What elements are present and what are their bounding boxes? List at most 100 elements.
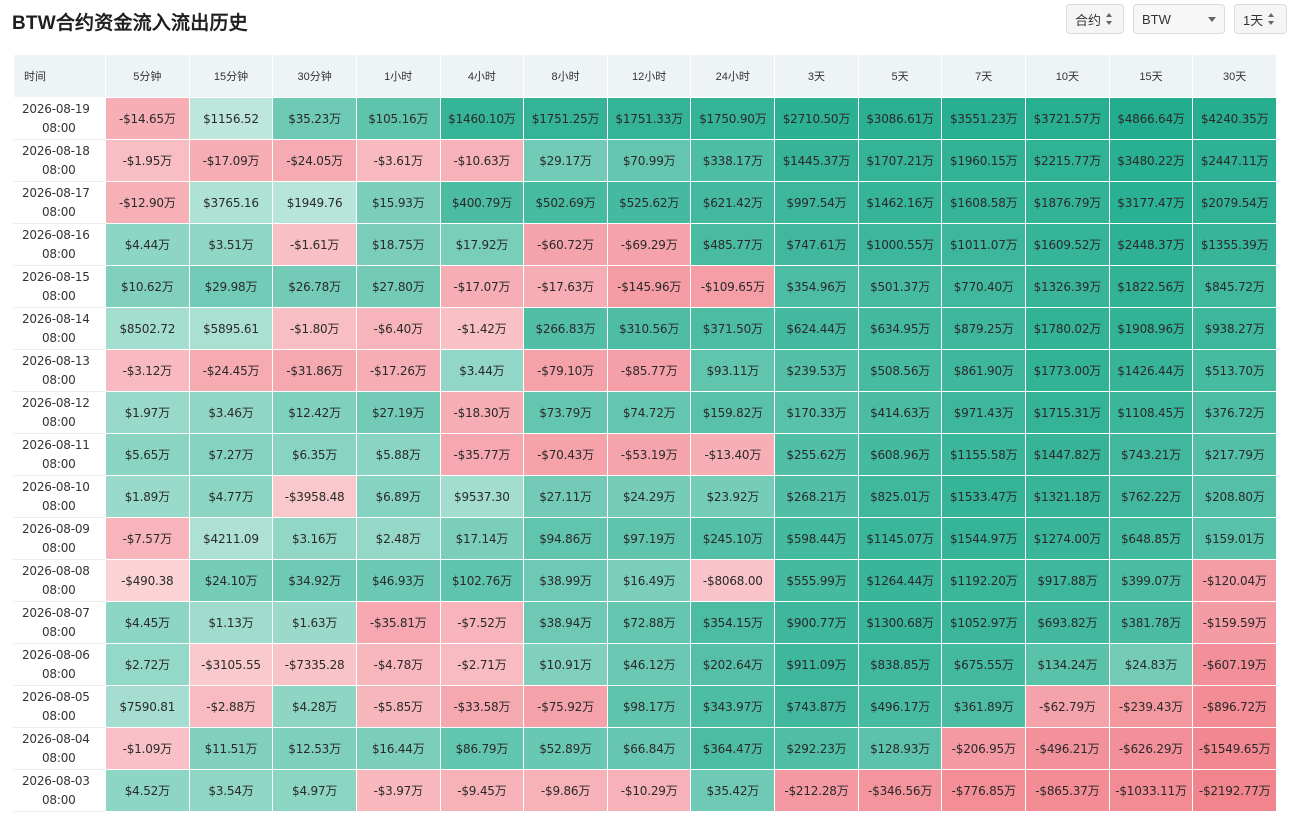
flow-value-cell: $266.83万 (523, 307, 608, 350)
table-row: 2026-08-06 08:00 $2.72万 -$3105.55 -$7335.28-… (13, 643, 1277, 686)
flow-value-cell: $24.83万 (1108, 643, 1194, 686)
flow-value-cell: $2448.37万 (1108, 223, 1194, 266)
row-time: 08:00 (42, 414, 76, 429)
row-time: 08:00 (42, 288, 76, 303)
flow-value-cell: $46.93万 (355, 559, 441, 602)
flow-value-cell: -$626.29万 (1108, 727, 1194, 770)
flow-value-cell: $3086.61万 (857, 97, 943, 140)
flow-value-cell: $361.89万 (941, 685, 1027, 728)
flow-value-cell: $508.56万 (857, 349, 943, 392)
row-date: 2026-08-11 (22, 437, 90, 452)
type-select[interactable]: 合约 (1066, 4, 1124, 34)
flow-value-cell: $364.47万 (690, 727, 776, 770)
column-header: 30天 (1192, 54, 1277, 98)
flow-value-cell: $1.13万 (188, 601, 274, 644)
flow-value-cell: $1544.97万 (941, 517, 1027, 560)
flow-value-cell: $1445.37万 (774, 139, 859, 182)
flow-value-cell: $27.19万 (355, 391, 441, 434)
flow-value-cell: $381.78万 (1108, 601, 1194, 644)
flow-value-cell: $1460.10万 (439, 97, 525, 140)
flow-value-cell: $371.50万 (690, 307, 776, 350)
flow-value-cell: $8502.72 (105, 307, 190, 350)
flow-value-cell: $27.11万 (523, 475, 608, 518)
flow-value-cell: $5.88万 (355, 433, 441, 476)
flow-value-cell: -$865.37万 (1025, 769, 1110, 812)
table-row: 2026-08-04 08:00 -$1.09万 $11.51万 $12.53万 $16.… (13, 727, 1277, 770)
column-header: 7天 (941, 54, 1027, 98)
flow-value-cell: $1773.00万 (1025, 349, 1110, 392)
column-header: 4小时 (439, 54, 525, 98)
table-row: 2026-08-17 08:00 -$12.90万 $3765.16 $1949.76 $… (13, 181, 1277, 224)
flow-value-cell: $52.89万 (523, 727, 608, 770)
flow-value-cell: $17.14万 (439, 517, 525, 560)
flow-value-cell: $762.22万 (1108, 475, 1194, 518)
row-date: 2026-08-10 (22, 479, 90, 494)
flow-value-cell: $1264.44万 (857, 559, 943, 602)
flow-value-cell: $4.52万 (105, 769, 190, 812)
flow-value-cell: -$159.59万 (1192, 601, 1277, 644)
flow-value-cell: $6.89万 (355, 475, 441, 518)
flow-value-cell: $1608.58万 (941, 181, 1027, 224)
table-row: 2026-08-15 08:00 $10.62万 $29.98万 $26.78万 $27.… (13, 265, 1277, 308)
flow-value-cell: $1300.68万 (857, 601, 943, 644)
flow-value-cell: $1707.21万 (857, 139, 943, 182)
flow-value-cell: $971.43万 (941, 391, 1027, 434)
flow-value-cell: $11.51万 (188, 727, 274, 770)
flow-value-cell: -$24.05万 (272, 139, 357, 182)
flow-value-cell: -$1.09万 (105, 727, 190, 770)
interval-select[interactable]: 1天 (1234, 4, 1287, 34)
flow-value-cell: $938.27万 (1192, 307, 1277, 350)
flow-value-cell: $5.65万 (105, 433, 190, 476)
flow-value-cell: $72.88万 (606, 601, 692, 644)
row-time-cell: 2026-08-15 08:00 (13, 265, 106, 308)
table-row: 2026-08-12 08:00 $1.97万 $3.46万 $12.42万 $27.19… (13, 391, 1277, 434)
flow-value-cell: -$490.38 (105, 559, 190, 602)
row-date: 2026-08-03 (22, 773, 90, 788)
column-header: 3天 (774, 54, 859, 98)
flow-value-cell: $997.54万 (774, 181, 859, 224)
column-header: 1小时 (355, 54, 441, 98)
flow-value-cell: $18.75万 (355, 223, 441, 266)
flow-value-cell: $86.79万 (439, 727, 525, 770)
flow-value-cell: $2710.50万 (774, 97, 859, 140)
flow-value-cell: $414.63万 (857, 391, 943, 434)
flow-value-cell: $255.62万 (774, 433, 859, 476)
flow-value-cell: $648.85万 (1108, 517, 1194, 560)
flow-value-cell: -$3105.55 (188, 643, 274, 686)
row-time-cell: 2026-08-17 08:00 (13, 181, 106, 224)
flow-value-cell: $17.92万 (439, 223, 525, 266)
flow-value-cell: $501.37万 (857, 265, 943, 308)
flow-value-cell: -$2.88万 (188, 685, 274, 728)
flow-value-cell: $1780.02万 (1025, 307, 1110, 350)
flow-value-cell: $343.97万 (690, 685, 776, 728)
flow-value-cell: $1426.44万 (1108, 349, 1194, 392)
flow-value-cell: -$239.43万 (1108, 685, 1194, 728)
flow-value-cell: $16.44万 (355, 727, 441, 770)
flow-value-cell: $354.15万 (690, 601, 776, 644)
flow-value-cell: $1908.96万 (1108, 307, 1194, 350)
row-time: 08:00 (42, 456, 76, 471)
flow-value-cell: $9537.30 (439, 475, 525, 518)
flow-value-cell: $825.01万 (857, 475, 943, 518)
flow-value-cell: $3721.57万 (1025, 97, 1110, 140)
flow-value-cell: $4.77万 (188, 475, 274, 518)
row-date: 2026-08-15 (22, 269, 90, 284)
flow-value-cell: $74.72万 (606, 391, 692, 434)
row-time: 08:00 (42, 582, 76, 597)
row-time-cell: 2026-08-10 08:00 (13, 475, 106, 518)
table-row: 2026-08-05 08:00 $7590.81 -$2.88万 $4.28万 -$5.… (13, 685, 1277, 728)
flow-value-cell: $38.99万 (523, 559, 608, 602)
flow-value-cell: $3.16万 (272, 517, 357, 560)
interval-select-value: 1天 (1243, 12, 1264, 28)
flow-value-cell: $10.62万 (105, 265, 190, 308)
table-row: 2026-08-16 08:00 $4.44万 $3.51万 -$1.61万 $18.75… (13, 223, 1277, 266)
symbol-select[interactable]: BTW (1133, 4, 1225, 34)
flow-value-cell: $1462.16万 (857, 181, 943, 224)
flow-value-cell: -$1549.65万 (1192, 727, 1277, 770)
flow-value-cell: $743.21万 (1108, 433, 1194, 476)
flow-value-cell: $24.10万 (188, 559, 274, 602)
flow-value-cell: $693.82万 (1025, 601, 1110, 644)
flow-value-cell: $1052.97万 (941, 601, 1027, 644)
flow-value-cell: $1326.39万 (1025, 265, 1110, 308)
flow-value-cell: -$206.95万 (941, 727, 1027, 770)
